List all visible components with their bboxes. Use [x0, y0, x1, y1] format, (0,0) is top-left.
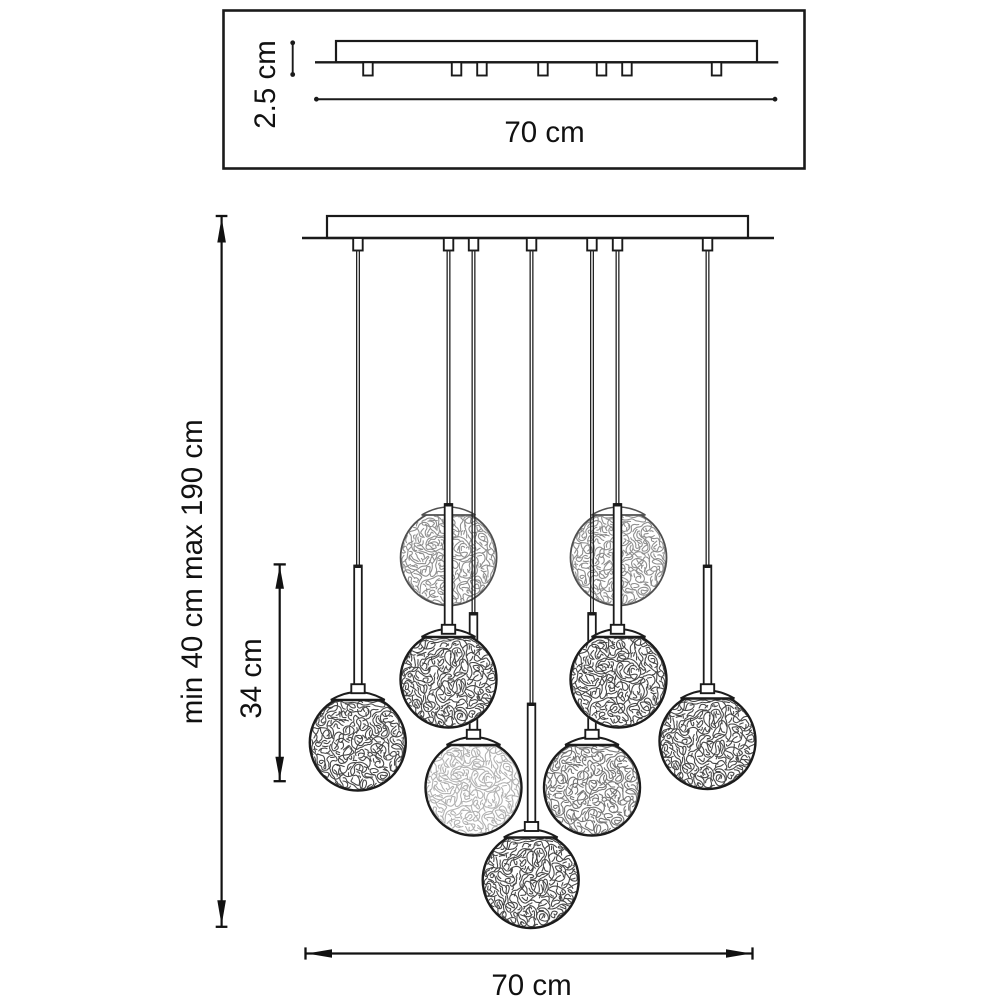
svg-text:34 cm: 34 cm [235, 638, 268, 718]
svg-text:70 cm: 70 cm [491, 969, 571, 1000]
svg-text:70 cm: 70 cm [504, 116, 584, 149]
svg-text:min 40 cm max 190 cm: min 40 cm max 190 cm [176, 419, 209, 724]
svg-text:2.5 cm: 2.5 cm [249, 40, 282, 129]
